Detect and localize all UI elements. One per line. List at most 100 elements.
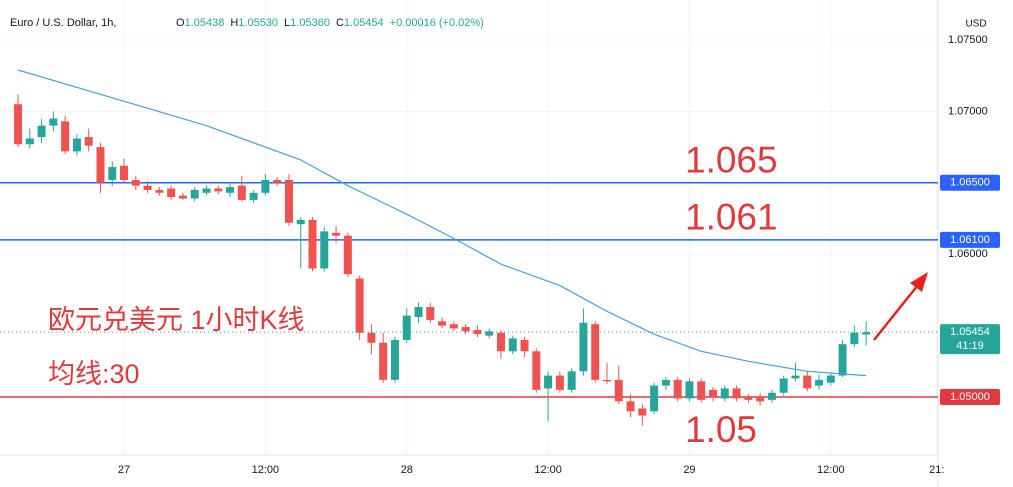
legend-change: +0.00016 (+0.02%) (390, 17, 484, 29)
legend-key: C (336, 17, 344, 29)
candle-body (72, 138, 81, 152)
arrow-head (910, 272, 928, 292)
candle-body (249, 192, 258, 200)
countdown: 41:19 (956, 340, 984, 352)
last-price-label: 1.05454 (950, 326, 990, 338)
candle-body (732, 388, 741, 399)
price-label: 1.06100 (950, 234, 990, 246)
candle-body (685, 381, 694, 399)
plot (0, 69, 938, 426)
legend-key: L (284, 17, 290, 29)
moving-average (17, 69, 867, 377)
candle-body (178, 195, 187, 199)
candle-body (614, 379, 623, 402)
candle-body (131, 179, 140, 186)
x-tick-label: 29 (683, 464, 695, 476)
candle-body (25, 138, 34, 145)
x-tick-label: 12:00 (534, 464, 562, 476)
candle-body (143, 185, 152, 190)
candle-body (214, 188, 223, 192)
candle-body (226, 187, 235, 193)
candle-body (532, 351, 541, 390)
candle-body (461, 327, 470, 332)
legend-value: 1.05530 (238, 17, 278, 29)
candle-body (720, 388, 729, 399)
candle-body (96, 147, 105, 183)
candle-body (485, 331, 494, 336)
x-tick-label: 12:00 (817, 464, 845, 476)
candle-body (167, 188, 176, 198)
candle-body (473, 329, 482, 335)
candle-body (567, 371, 576, 390)
candle-body (544, 375, 553, 389)
legend-value: 1.05360 (290, 17, 330, 29)
annotation: 欧元兑美元 1小时K线 (48, 305, 305, 335)
candle-body (508, 338, 517, 352)
candle-body (237, 185, 246, 200)
candle-body (84, 137, 93, 146)
candle-body (426, 307, 435, 320)
arrow (873, 272, 928, 341)
annotation: 1.05 (685, 409, 757, 450)
candle-body (343, 235, 352, 275)
candle-body (650, 385, 659, 412)
candle-body (579, 322, 588, 372)
candle-body (779, 378, 788, 393)
candle-body (367, 332, 376, 343)
candle-body (815, 379, 824, 386)
candle-body (767, 392, 776, 400)
candle-body (37, 125, 46, 138)
candle-body (744, 397, 753, 400)
candle-body (626, 401, 635, 412)
annotation: 1.061 (685, 197, 778, 238)
candle-body (390, 339, 399, 380)
candle-body (638, 408, 647, 416)
y-tick-label: 1.06000 (948, 248, 988, 260)
y-tick-label: 1.07000 (948, 105, 988, 117)
price-label: 1.05000 (950, 391, 990, 403)
chart-title: Euro / U.S. Dollar, 1h, (10, 17, 116, 29)
candle-body (320, 231, 329, 269)
candle-body (273, 179, 282, 183)
annotation: 1.065 (685, 140, 778, 181)
candle-body (661, 379, 670, 386)
candle-body (555, 375, 564, 390)
price-label: 1.06500 (950, 177, 990, 189)
ohlc-legend: O1.05438 H1.05530 L1.05360 C1.05454 +0.00016… (176, 17, 484, 29)
x-tick-label: 21: (929, 464, 944, 476)
candle-body (108, 167, 117, 180)
candle-body (756, 397, 765, 402)
x-tick-label: 12:00 (252, 464, 280, 476)
price-label-bg (940, 389, 1000, 406)
legend-key: H (230, 17, 238, 29)
candle-body (49, 118, 58, 126)
candle-body (261, 179, 270, 193)
legend-value: 1.05454 (344, 17, 384, 29)
candle-body (709, 389, 718, 398)
legend-key: O (176, 17, 185, 29)
price-label-bg (940, 231, 1000, 248)
legend-value: 1.05438 (185, 17, 225, 29)
candle-body (496, 332, 505, 352)
candle-body (697, 381, 706, 400)
candle-body (438, 321, 447, 326)
candle-body (308, 219, 317, 269)
candle-body (591, 324, 600, 380)
candle-body (284, 179, 293, 223)
candle-body (14, 104, 23, 145)
candle-body (379, 342, 388, 380)
annotation: 均线:30 (48, 359, 140, 389)
arrow-line (873, 279, 923, 341)
candle-body (673, 379, 682, 399)
candle-body (402, 315, 411, 340)
candle-body (190, 189, 199, 199)
candle-body (826, 375, 835, 383)
candle-body (296, 219, 305, 225)
candle-body (61, 121, 70, 152)
candle-body (202, 188, 211, 193)
candle-body (520, 339, 529, 352)
candle-body (803, 375, 812, 389)
candle-body (791, 375, 800, 379)
